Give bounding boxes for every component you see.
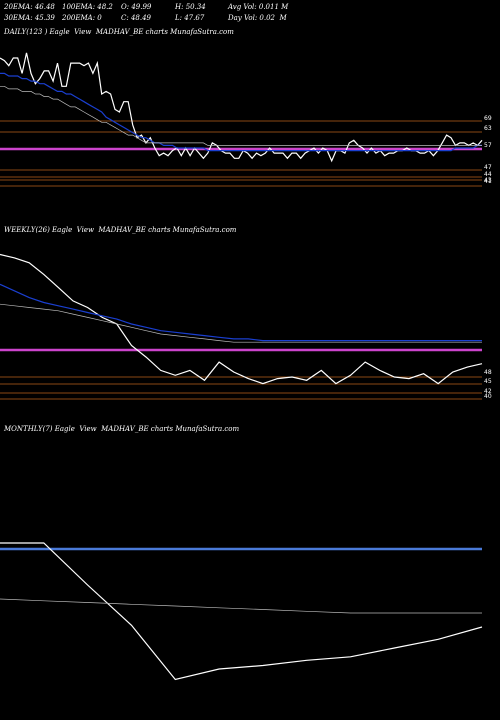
header-30ema: 30EMA: 45.39 (4, 14, 55, 22)
series-white-line (0, 253, 483, 385)
series-white-line (0, 542, 483, 681)
header-20ema: 20EMA: 46.48 (4, 3, 55, 11)
y-tick-label: 41 (484, 178, 492, 185)
chart-panel-2 (0, 542, 483, 681)
y-tick-label: 44 (484, 171, 492, 178)
series-gray-line (0, 303, 482, 343)
header-200ema: 200EMA: 0 (62, 14, 102, 22)
series-gray-line (0, 598, 482, 614)
y-tick-label: 57 (484, 142, 492, 149)
header-close: C: 48.49 (121, 14, 151, 22)
header-avg-vol: Avg Vol: 0.011 M (228, 3, 289, 11)
y-tick-label: 69 (484, 115, 492, 122)
daily-chart-title: DAILY(123 ) Eagle View MADHAV_BE charts … (4, 28, 234, 36)
header-low: L: 47.67 (175, 14, 205, 22)
header-open: O: 49.99 (121, 3, 152, 11)
series-blue-line (0, 72, 482, 152)
header-day-vol: Day Vol: 0.02 M (228, 14, 287, 22)
monthly-chart-title: MONTHLY(7) Eagle View MADHAV_BE charts M… (4, 425, 240, 433)
y-tick-label: 48 (484, 369, 492, 376)
series-gray-line (0, 85, 482, 146)
y-tick-label: 43 (484, 177, 492, 184)
y-tick-label: 42 (484, 388, 492, 395)
series-blue-line (0, 283, 482, 342)
y-tick-label: 63 (484, 125, 492, 132)
header-100ema: 100EMA: 48.2 (62, 3, 113, 11)
y-tick-label: 40 (484, 393, 492, 400)
weekly-chart-title: WEEKLY(26) Eagle View MADHAV_BE charts M… (4, 226, 237, 234)
header-high: H: 50.34 (175, 3, 206, 11)
y-tick-label: 47 (484, 164, 492, 171)
y-tick-label: 45 (484, 378, 492, 385)
